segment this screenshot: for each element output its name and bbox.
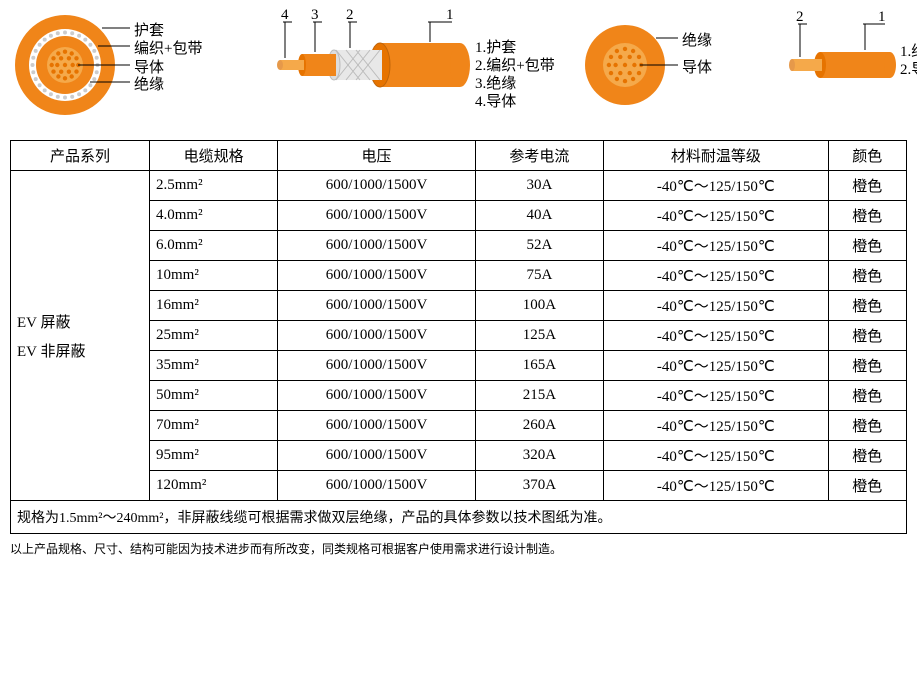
cell-temp: -40℃～125/150℃	[604, 471, 829, 501]
table-row: EV 屏蔽EV 非屏蔽2.5mm²600/1000/1500V30A-40℃～1…	[11, 171, 907, 201]
cell-volt: 600/1000/1500V	[278, 231, 476, 261]
cell-spec: 10mm²	[150, 261, 278, 291]
cell-current: 75A	[475, 261, 603, 291]
num-2: 2	[346, 7, 354, 24]
table-note: 规格为1.5mm²～240mm²，非屏蔽线缆可根据需求做双层绝缘，产品的具体参数…	[11, 501, 907, 534]
cell-current: 52A	[475, 231, 603, 261]
cell-current: 40A	[475, 201, 603, 231]
cell-color: 橙色	[828, 171, 906, 201]
series-cell: EV 屏蔽EV 非屏蔽	[11, 171, 150, 501]
label-braid: 编织+包带	[134, 37, 202, 58]
diagram-side-shielded: 4 3 2 1 1.护套 2.编织+包带 3.绝缘 4.导体	[250, 10, 560, 120]
cell-spec: 4.0mm²	[150, 201, 278, 231]
cell-current: 260A	[475, 411, 603, 441]
label-insulation: 绝缘	[134, 73, 164, 94]
cell-spec: 2.5mm²	[150, 171, 278, 201]
th-volt: 电压	[278, 141, 476, 171]
cell-volt: 600/1000/1500V	[278, 381, 476, 411]
table-header-row: 产品系列 电缆规格 电压 参考电流 材料耐温等级 颜色	[11, 141, 907, 171]
diagram-side-unshielded: 2 1 1.绝缘 2.导体	[770, 10, 917, 120]
cell-volt: 600/1000/1500V	[278, 291, 476, 321]
cell-current: 165A	[475, 351, 603, 381]
cell-current: 370A	[475, 471, 603, 501]
cell-temp: -40℃～125/150℃	[604, 171, 829, 201]
cell-color: 橙色	[828, 351, 906, 381]
cell-spec: 120mm²	[150, 471, 278, 501]
cell-spec: 50mm²	[150, 381, 278, 411]
cell-color: 橙色	[828, 471, 906, 501]
cell-current: 30A	[475, 171, 603, 201]
cell-color: 橙色	[828, 411, 906, 441]
th-color: 颜色	[828, 141, 906, 171]
cell-temp: -40℃～125/150℃	[604, 261, 829, 291]
cell-spec: 95mm²	[150, 441, 278, 471]
th-series: 产品系列	[11, 141, 150, 171]
cell-volt: 600/1000/1500V	[278, 411, 476, 441]
th-current: 参考电流	[475, 141, 603, 171]
cell-spec: 70mm²	[150, 411, 278, 441]
label-conductor: 导体	[682, 56, 712, 77]
num-3: 3	[311, 7, 319, 24]
num-1: 1	[878, 9, 886, 26]
cell-volt: 600/1000/1500V	[278, 321, 476, 351]
cell-volt: 600/1000/1500V	[278, 171, 476, 201]
cell-temp: -40℃～125/150℃	[604, 321, 829, 351]
legend-4: 4.导体	[475, 90, 516, 111]
cell-temp: -40℃～125/150℃	[604, 291, 829, 321]
num-1: 1	[446, 7, 454, 24]
diagram-cross-shielded: 护套 编织+包带 导体 绝缘	[10, 10, 230, 120]
cell-color: 橙色	[828, 231, 906, 261]
num-4: 4	[281, 7, 289, 24]
cell-spec: 6.0mm²	[150, 231, 278, 261]
diagram-cross-unshielded: 绝缘 导体	[580, 10, 750, 120]
th-spec: 电缆规格	[150, 141, 278, 171]
cell-spec: 35mm²	[150, 351, 278, 381]
cell-color: 橙色	[828, 441, 906, 471]
num-2: 2	[796, 9, 804, 26]
cell-current: 320A	[475, 441, 603, 471]
cell-color: 橙色	[828, 291, 906, 321]
th-temp: 材料耐温等级	[604, 141, 829, 171]
footnote: 以上产品规格、尺寸、结构可能因为技术进步而有所改变，同类规格可根据客户使用需求进…	[10, 540, 907, 557]
cell-volt: 600/1000/1500V	[278, 351, 476, 381]
cell-spec: 16mm²	[150, 291, 278, 321]
cell-color: 橙色	[828, 381, 906, 411]
cell-temp: -40℃～125/150℃	[604, 231, 829, 261]
cell-temp: -40℃～125/150℃	[604, 351, 829, 381]
cell-current: 125A	[475, 321, 603, 351]
cell-volt: 600/1000/1500V	[278, 261, 476, 291]
spec-table: 产品系列 电缆规格 电压 参考电流 材料耐温等级 颜色 EV 屏蔽EV 非屏蔽2…	[10, 140, 907, 534]
cell-color: 橙色	[828, 261, 906, 291]
cell-temp: -40℃～125/150℃	[604, 441, 829, 471]
cell-spec: 25mm²	[150, 321, 278, 351]
cell-volt: 600/1000/1500V	[278, 441, 476, 471]
cell-color: 橙色	[828, 201, 906, 231]
legend-2: 2.导体	[900, 58, 917, 79]
cell-temp: -40℃～125/150℃	[604, 201, 829, 231]
cell-volt: 600/1000/1500V	[278, 471, 476, 501]
cell-current: 215A	[475, 381, 603, 411]
cell-temp: -40℃～125/150℃	[604, 411, 829, 441]
cell-volt: 600/1000/1500V	[278, 201, 476, 231]
cell-current: 100A	[475, 291, 603, 321]
diagram-row: 护套 编织+包带 导体 绝缘	[10, 10, 907, 120]
cell-color: 橙色	[828, 321, 906, 351]
label-insulation: 绝缘	[682, 29, 712, 50]
cell-temp: -40℃～125/150℃	[604, 381, 829, 411]
